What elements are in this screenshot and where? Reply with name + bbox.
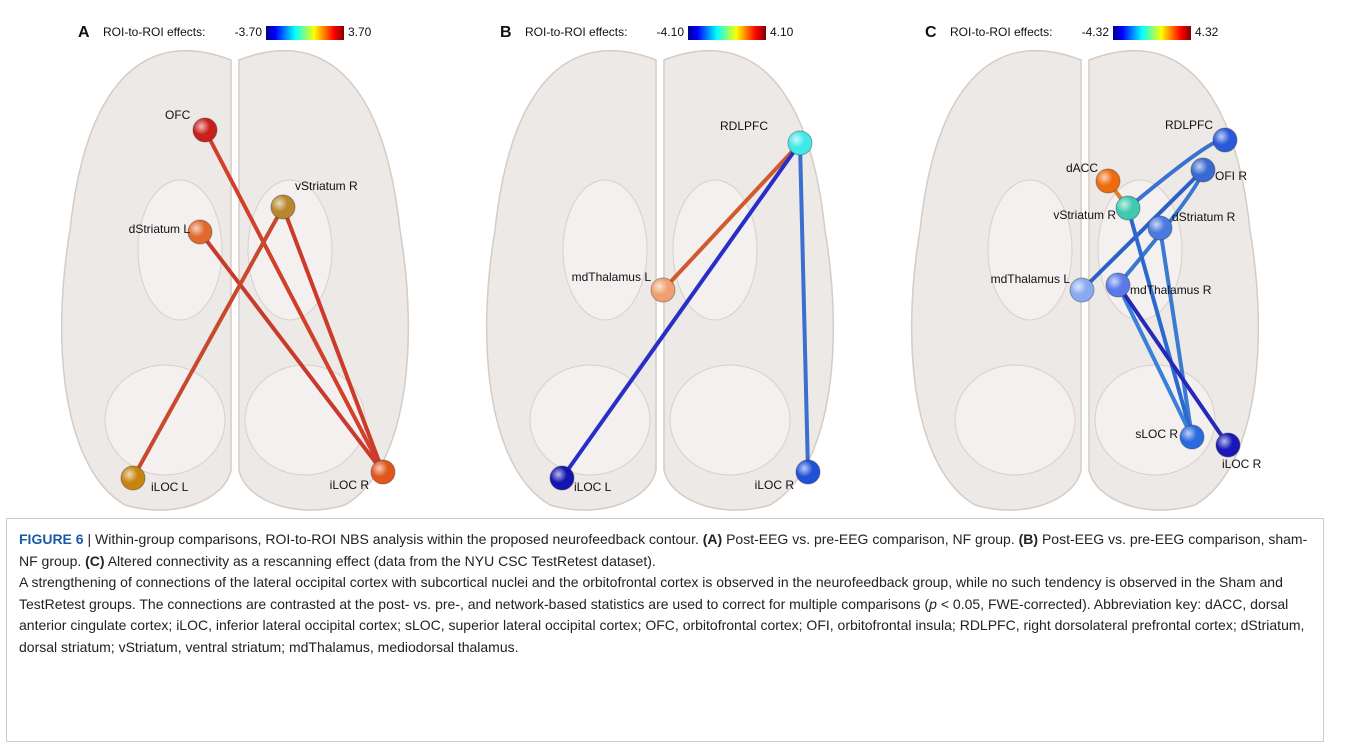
node-label: iLOC L [574,480,612,494]
panel-label: C [925,24,937,41]
node-shine [1106,273,1130,297]
colorbar-min: -4.32 [1082,25,1110,39]
caption-text: Post-EEG vs. pre-EEG comparison, NF grou… [726,531,1015,547]
node-shine [1191,158,1215,182]
node-shine [1116,196,1140,220]
separator: | [87,531,91,547]
node-shine [1070,278,1094,302]
node-label: mdThalamus L [572,270,652,284]
node-label: sLOC R [1135,427,1178,441]
node-shine [1216,433,1240,457]
colorbar-min: -4.10 [657,25,685,39]
node-label: RDLPFC [1165,118,1213,132]
node-label: iLOC R [755,478,795,492]
panel: C ROI-to-ROI effects: -4.32 4.32 RDLPFC dACC O… [912,24,1262,510]
node-shine [1148,216,1172,240]
node-label: OFC [165,108,191,122]
panel: A ROI-to-ROI effects: -3.70 3.70 OFC vStriatu… [62,24,409,510]
node-label: iLOC R [1222,457,1262,471]
node-shine [788,131,812,155]
figure-number: FIGURE 6 [19,531,84,547]
node-label: iLOC R [330,478,370,492]
node-label: vStriatum R [1053,208,1116,222]
panel-ref: (B) [1019,531,1038,547]
brain-structure [1095,365,1215,475]
colorbar-max: 4.10 [770,25,794,39]
brain-structure [988,180,1072,320]
panel-ref: (C) [85,553,104,569]
caption: FIGURE 6 | Within-group comparisons, ROI… [6,518,1324,742]
node-label: mdThalamus L [991,272,1071,286]
node-shine [1180,425,1204,449]
colorbar-max: 4.32 [1195,25,1219,39]
node-shine [1096,169,1120,193]
node-label: dACC [1066,161,1098,175]
node-label: dStriatum R [1172,210,1236,224]
colorbar-min: -3.70 [235,25,263,39]
node-shine [271,195,295,219]
node-label: vStriatum R [295,179,358,193]
node-label: RDLPFC [720,119,768,133]
caption-text: Altered connectivity as a rescanning eff… [108,553,656,569]
colorbar [688,26,766,40]
caption-text: Within-group comparisons, ROI-to-ROI NBS… [95,531,699,547]
node-shine [550,466,574,490]
brain-structure [670,365,790,475]
node-shine [193,118,217,142]
node-label: OFI R [1215,169,1247,183]
colorbar-title: ROI-to-ROI effects: [525,25,627,39]
page: A ROI-to-ROI effects: -3.70 3.70 OFC vStriatu… [0,0,1354,752]
colorbar-max: 3.70 [348,25,372,39]
panel-ref: (A) [703,531,722,547]
colorbar-title: ROI-to-ROI effects: [103,25,205,39]
node-shine [371,460,395,484]
brain-structure [563,180,647,320]
node-label: iLOC L [151,480,189,494]
brain-structure [955,365,1075,475]
figure: A ROI-to-ROI effects: -3.70 3.70 OFC vStriatu… [0,0,1354,515]
p-symbol: p [929,596,937,612]
node-label: dStriatum L [129,222,191,236]
node-shine [651,278,675,302]
panel: B ROI-to-ROI effects: -4.10 4.10 RDLPFC mdTha… [487,24,834,510]
colorbar [266,26,344,40]
node-shine [121,466,145,490]
panel-label: B [500,24,512,41]
panel-label: A [78,24,90,41]
node-shine [796,460,820,484]
node-shine [188,220,212,244]
colorbar-title: ROI-to-ROI effects: [950,25,1052,39]
brain-structure [138,180,222,320]
colorbar [1113,26,1191,40]
node-shine [1213,128,1237,152]
node-label: mdThalamus R [1130,283,1212,297]
